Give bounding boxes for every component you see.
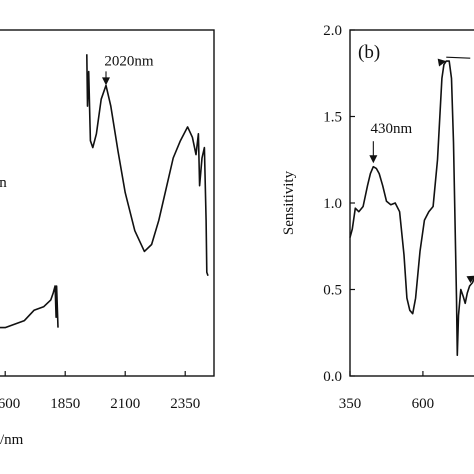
panel-a-xaxis-title: /nm <box>0 432 24 448</box>
panel-a-xtick-label-1: 1850 <box>50 396 80 412</box>
panel-a-xtick-label-3: 2350 <box>170 396 200 412</box>
panel-a-xtick-label-2: 2100 <box>110 396 140 412</box>
panel-b-label: (b) <box>358 42 380 63</box>
panel-a-annotation-1: n <box>0 175 7 191</box>
panel-b-ytick-label-3: 1.5 <box>323 110 342 126</box>
panel-a-frame <box>0 29 215 377</box>
panel-b-ytick-label-4: 2.0 <box>323 23 342 39</box>
panel-b-yaxis-title: Sensitivity <box>281 170 297 235</box>
panel-a-annotation-arrowhead-0 <box>102 77 110 86</box>
panel-b-xtick-label-1: 600 <box>412 396 435 412</box>
panel-a-series-0-segment-1 <box>86 54 209 276</box>
panel-b-annotation-arrowhead-2 <box>466 275 474 284</box>
panel-a-series-0-segment-0 <box>0 285 59 329</box>
panel-b-xtick-label-0: 350 <box>339 396 362 412</box>
panel-b-ytick-label-1: 0.5 <box>323 283 342 299</box>
panel-a-annotation-0: 2020nm <box>104 53 154 69</box>
panel-b-annotation-0: 430nm <box>370 121 412 137</box>
panel-b-annotation-arrow-1 <box>446 56 471 59</box>
panel-b-plot: 350600850.00.51.01.52.0430nm6780 <box>323 23 474 412</box>
panel-a-plot: 1600 1850 2100 2350 2020nm n <box>0 53 209 412</box>
panel-a-xtick-label-0: 1600 <box>0 396 20 412</box>
panel-b-annotation-arrowhead-1 <box>437 58 447 67</box>
panel-b-ytick-label-0: 0.0 <box>323 369 342 385</box>
panel-b-annotation-arrowhead-0 <box>369 155 378 164</box>
panel-b-series-0-segment-0 <box>349 60 474 356</box>
panel-b-ytick-label-2: 1.0 <box>323 196 342 212</box>
